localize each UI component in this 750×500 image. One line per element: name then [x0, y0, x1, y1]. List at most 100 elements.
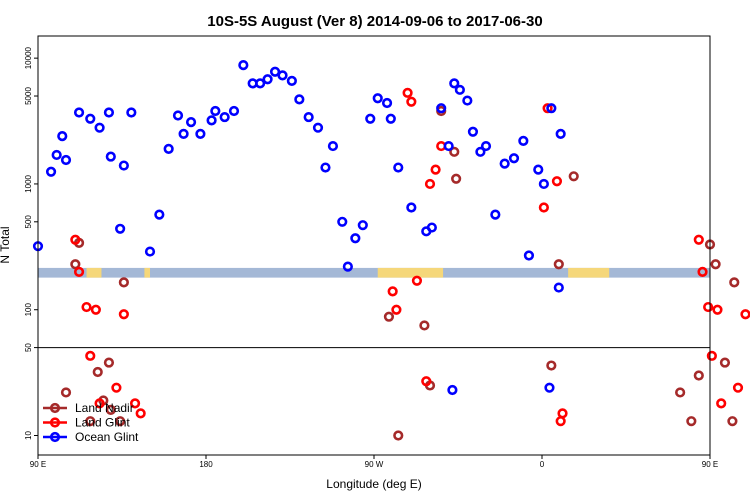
data-point: [51, 149, 62, 161]
data-point: [327, 140, 339, 152]
data-point: [402, 87, 413, 98]
data-point: [118, 277, 129, 288]
data-point: [740, 309, 750, 320]
data-point: [277, 70, 288, 81]
data-point: [185, 117, 197, 128]
data-point: [92, 366, 103, 378]
data-point: [406, 202, 417, 213]
data-point: [178, 128, 189, 139]
legend-label: Land Glint: [75, 416, 130, 430]
data-point: [219, 111, 230, 123]
y-tick-label: 50: [24, 343, 33, 352]
legend-item: Land Glint: [43, 416, 130, 430]
data-point: [238, 60, 249, 71]
series-land-nadir: [60, 105, 740, 441]
legend-item: Land Nadir: [43, 401, 134, 415]
y-tick-label: 10000: [24, 46, 33, 69]
data-point: [523, 250, 535, 261]
data-point: [357, 220, 368, 231]
data-point: [262, 74, 273, 85]
data-point: [342, 261, 353, 272]
data-point: [710, 259, 721, 270]
x-axis-title: Longitude (deg E): [326, 477, 421, 491]
data-point: [337, 216, 348, 227]
data-point: [697, 266, 708, 277]
data-point: [542, 103, 553, 114]
x-tick-label: 90 W: [365, 460, 384, 469]
data-point: [60, 154, 72, 166]
data-point: [228, 105, 240, 117]
data-point: [454, 84, 465, 95]
data-point: [546, 360, 557, 371]
data-point: [411, 275, 423, 286]
data-point: [103, 107, 115, 118]
data-point: [210, 105, 221, 117]
data-point: [103, 357, 115, 368]
data-point: [538, 178, 549, 190]
data-point: [286, 75, 297, 86]
y-axis-title: N Total: [0, 226, 12, 263]
y-tick-label: 10: [24, 431, 33, 440]
data-point: [57, 131, 68, 142]
data-point: [70, 259, 81, 270]
data-point: [269, 66, 281, 77]
data-point: [115, 416, 126, 427]
data-point: [45, 166, 57, 177]
series-ocean-glint: [32, 60, 566, 396]
data-point: [443, 140, 454, 152]
data-point: [73, 107, 85, 118]
data-point: [727, 416, 738, 427]
data-point: [154, 209, 165, 220]
legend-label: Ocean Glint: [75, 430, 139, 444]
data-point: [480, 140, 492, 152]
y-tick-label: 5000: [24, 87, 33, 105]
data-point: [499, 158, 510, 169]
data-point: [320, 162, 331, 173]
data-point: [568, 171, 579, 182]
data-point: [557, 408, 568, 419]
chart-title: 10S-5S August (Ver 8) 2014-09-06 to 2017…: [207, 13, 542, 30]
y-tick-label: 1000: [24, 174, 33, 192]
data-point: [385, 113, 396, 124]
data-point: [70, 234, 81, 245]
data-point: [94, 398, 105, 409]
data-point: [693, 234, 704, 245]
data-point: [60, 387, 72, 398]
legend-marker: [49, 431, 61, 443]
data-point: [129, 398, 141, 409]
data-point: [85, 416, 96, 427]
data-point: [105, 404, 116, 415]
legend-marker: [49, 402, 61, 414]
data-point: [195, 128, 206, 139]
data-point: [393, 162, 404, 173]
data-point: [686, 416, 697, 427]
ocean-band: [38, 267, 710, 278]
data-point: [85, 350, 96, 361]
data-point: [544, 382, 555, 393]
data-point: [90, 304, 101, 315]
legend-label: Land Nadir: [75, 401, 134, 415]
data-point: [467, 126, 479, 137]
data-point: [430, 164, 441, 175]
data-point: [451, 173, 462, 184]
data-point: [381, 97, 393, 109]
x-tick-label: 90 E: [30, 460, 46, 469]
data-point: [729, 277, 740, 288]
y-tick-label: 500: [24, 215, 33, 229]
data-point: [94, 122, 105, 133]
data-point: [387, 286, 398, 297]
series-land-glint: [70, 87, 750, 427]
data-point: [716, 398, 727, 409]
data-point: [73, 266, 85, 277]
data-point: [294, 94, 305, 105]
legend-item: Ocean Glint: [43, 430, 139, 444]
data-point: [118, 160, 129, 171]
land-segment: [144, 267, 150, 278]
data-point: [350, 233, 361, 244]
data-point: [449, 78, 460, 89]
data-point: [436, 103, 447, 114]
data-point: [406, 96, 417, 107]
data-point: [533, 164, 544, 175]
data-point: [372, 93, 383, 104]
